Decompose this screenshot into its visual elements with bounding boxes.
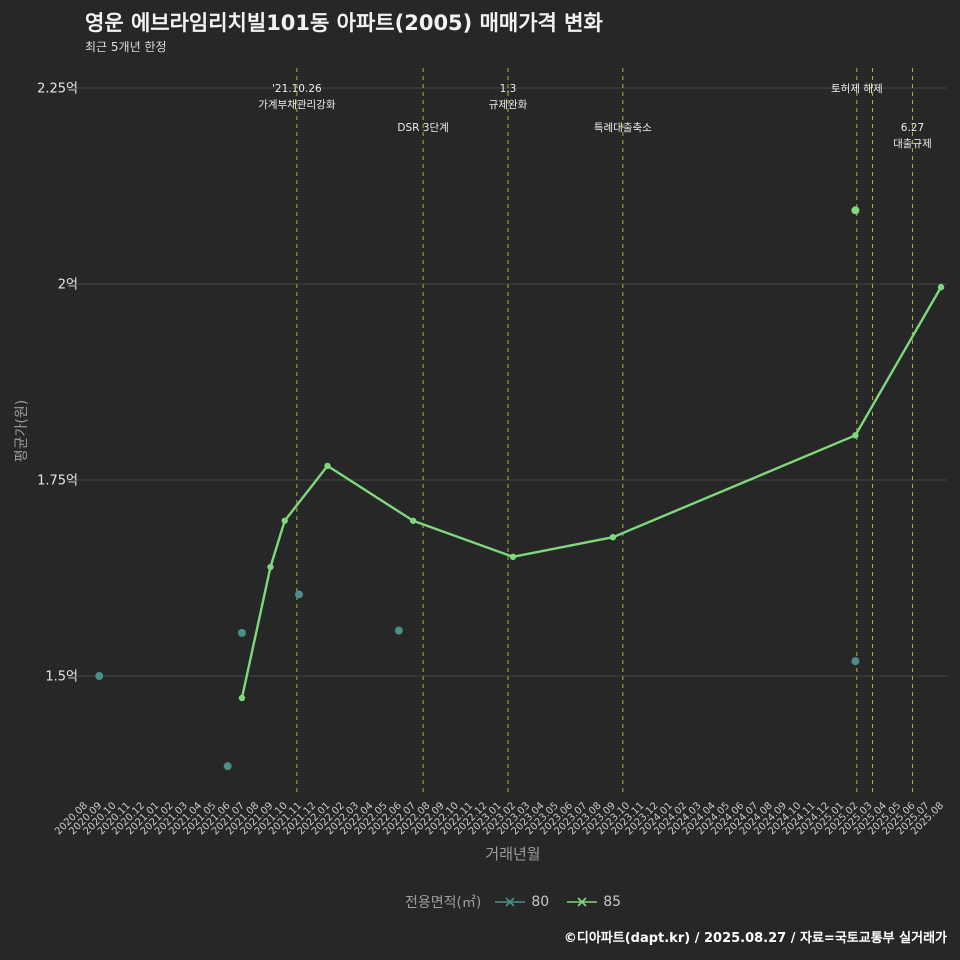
- data-point-85: [267, 563, 274, 571]
- data-point-80: [851, 657, 860, 666]
- event-label: 가계부채관리강화: [258, 99, 336, 111]
- event-label: 규제완화: [489, 98, 528, 111]
- legend-title: 전용면적(㎡): [404, 895, 482, 911]
- data-point-85: [238, 694, 246, 702]
- event-label: 특례대출축소: [594, 122, 652, 134]
- data-point-85: [509, 553, 517, 561]
- y-axis-title: 평균가(원): [14, 399, 30, 463]
- data-point-80: [295, 590, 303, 599]
- chart-title: 영운 에브라임리치빌101동 아파트(2005) 매매가격 변화: [85, 11, 603, 35]
- event-label: 1.3: [500, 83, 517, 95]
- legend-item-80: 80: [495, 894, 549, 910]
- data-point-85: [409, 517, 417, 524]
- data-point-85: [281, 517, 288, 524]
- event-label: 6.27: [901, 122, 924, 134]
- legend-marker-icon-85: [567, 897, 598, 907]
- data-point-85: [609, 534, 617, 541]
- x-axis-title: 거래년월: [485, 845, 541, 863]
- event-label: 토허제 해제: [831, 82, 883, 95]
- data-point-80: [223, 762, 232, 771]
- event-label: 대출규제: [893, 138, 932, 150]
- event-label: DSR 3단계: [397, 122, 448, 134]
- data-point-85: [851, 206, 860, 215]
- y-tick-label: 1.5억: [45, 670, 78, 685]
- y-tick-label: 2.25억: [37, 82, 78, 97]
- legend-item-85: 85: [567, 894, 621, 910]
- series-line-85: [240, 285, 943, 700]
- data-point-85: [937, 283, 945, 291]
- credit-footer: ©디아파트(dapt.kr) / 2025.08.27 / 자료=국토교통부 실…: [563, 931, 947, 946]
- legend-label-85: 85: [603, 894, 622, 910]
- chart-subtitle: 최근 5개년 한정: [85, 40, 167, 54]
- data-point-85: [324, 462, 331, 470]
- data-point-85: [852, 432, 859, 439]
- data-point-80: [95, 672, 104, 680]
- data-point-80: [237, 628, 246, 637]
- legend: 전용면적(㎡) 80 85: [85, 892, 941, 912]
- event-label: '21.10.26: [272, 83, 322, 95]
- y-tick-label: 1.75억: [37, 474, 78, 489]
- data-point-80: [394, 626, 403, 635]
- legend-marker-icon-80: [495, 897, 526, 907]
- y-tick-label: 2억: [58, 278, 78, 293]
- legend-label-80: 80: [531, 894, 550, 910]
- legend-items: 80 85: [495, 894, 621, 910]
